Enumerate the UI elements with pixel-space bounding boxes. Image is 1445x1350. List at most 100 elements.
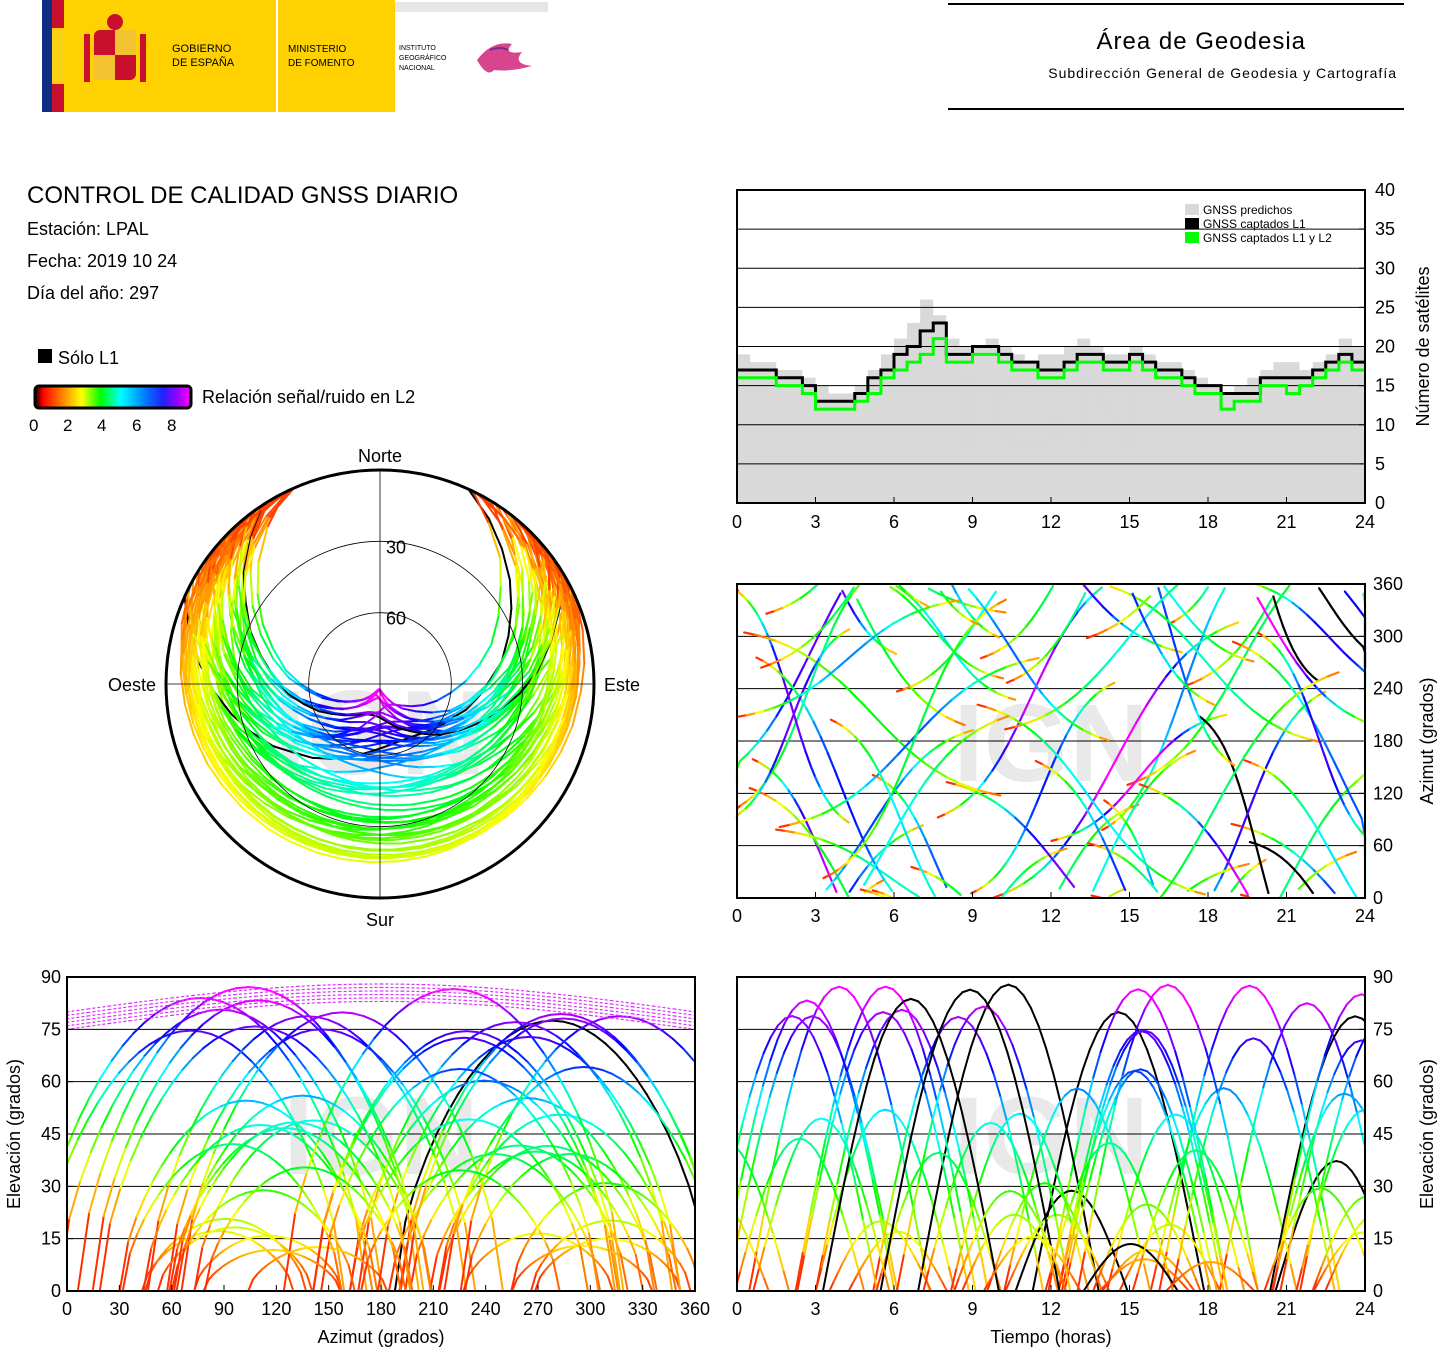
legend-swatch (1185, 218, 1199, 229)
colorbar-tick: 0 (29, 416, 39, 435)
x-tick-label: 15 (1119, 906, 1139, 926)
legend-swatch (1185, 204, 1199, 215)
x-tick-label: 21 (1276, 1299, 1296, 1319)
x-tick-label: 9 (967, 1299, 977, 1319)
azimuth-tracks (735, 582, 1367, 900)
y-tick-label: 240 (1373, 679, 1403, 699)
colorbar-tick: 6 (132, 416, 142, 435)
y-tick-label: 15 (1373, 1229, 1393, 1249)
x-tick-label: 30 (109, 1299, 129, 1319)
y-tick-label: 90 (41, 967, 61, 987)
eu-stars-band (42, 0, 52, 112)
colorbar-tick: 8 (167, 416, 177, 435)
legend-label: GNSS predichos (1203, 203, 1292, 217)
label-ring60: 60 (386, 609, 406, 629)
x-tick-label: 24 (1355, 512, 1375, 532)
snr-colorbar (33, 384, 193, 410)
y-tick-label: 75 (1373, 1019, 1393, 1039)
ministerio-panel (278, 0, 395, 112)
legend-snr-label: Relación señal/ruido en L2 (202, 387, 416, 407)
spanish-flag-red-top (52, 0, 64, 28)
label-west: Oeste (108, 675, 156, 695)
y-tick-label: 10 (1375, 415, 1395, 435)
legend-swatch (1185, 232, 1199, 243)
label-ring30: 30 (386, 537, 406, 557)
x-tick-label: 18 (1198, 1299, 1218, 1319)
y-tick-label: 60 (41, 1072, 61, 1092)
watermark-text: IGN (953, 351, 1149, 474)
y-tick-label: 40 (1375, 180, 1395, 200)
area-header: Área de Geodesia Subdirección General de… (948, 3, 1404, 110)
y-tick-label: 180 (1373, 731, 1403, 751)
watermark-text: IGN (953, 1075, 1149, 1198)
x-tick-label: 360 (680, 1299, 710, 1319)
x-tick-label: 3 (810, 1299, 820, 1319)
x-tick-label: 21 (1276, 906, 1296, 926)
x-tick-label: 3 (810, 512, 820, 532)
y-tick-label: 15 (41, 1229, 61, 1249)
y-axis-label: Elevación (grados) (4, 1059, 24, 1209)
inst-line2: GEOGRÁFICO (399, 53, 447, 62)
predicted-area (737, 299, 1365, 503)
legend-label: GNSS captados L1 (1203, 217, 1306, 231)
ign-bar (395, 2, 548, 12)
x-tick-label: 15 (1119, 512, 1139, 532)
y-tick-label: 0 (51, 1281, 61, 1301)
x-tick-label: 0 (732, 512, 742, 532)
colorbar-tick: 2 (63, 416, 73, 435)
y-tick-label: 45 (1373, 1124, 1393, 1144)
colorbar-tick: 4 (97, 416, 107, 435)
x-tick-label: 12 (1041, 906, 1061, 926)
date-label: Fecha: 2019 10 24 (27, 251, 178, 271)
horizon-circle (164, 468, 596, 900)
series-l1l2-line (737, 337, 1365, 411)
x-tick-label: 18 (1198, 512, 1218, 532)
inst-line1: INSTITUTO (399, 45, 436, 52)
y-tick-label: 0 (1373, 888, 1383, 908)
x-tick-label: 60 (162, 1299, 182, 1319)
y-tick-label: 0 (1373, 1281, 1383, 1301)
x-tick-label: 0 (732, 1299, 742, 1319)
x-tick-label: 21 (1276, 512, 1296, 532)
y-axis-label: Elevación (grados) (1417, 1059, 1437, 1209)
x-tick-label: 12 (1041, 1299, 1061, 1319)
area-subtitle: Subdirección General de Geodesia y Carto… (1048, 65, 1397, 81)
watermark-text: IGN (953, 682, 1149, 805)
cnig-logo-icon (477, 43, 532, 73)
y-tick-label: 5 (1375, 454, 1385, 474)
label-north: Norte (358, 446, 402, 466)
x-axis-label: Azimut (grados) (317, 1327, 444, 1347)
y-tick-label: 300 (1373, 626, 1403, 646)
x-tick-label: 270 (523, 1299, 553, 1319)
y-tick-label: 15 (1375, 376, 1395, 396)
min-line1: MINISTERIO (288, 44, 347, 55)
x-axis-label: Tiempo (horas) (990, 1327, 1111, 1347)
y-tick-label: 0 (1375, 493, 1385, 513)
x-tick-label: 150 (314, 1299, 344, 1319)
label-east: Este (604, 675, 640, 695)
doy-label: Día del año: 297 (27, 283, 160, 303)
x-tick-label: 9 (967, 906, 977, 926)
y-tick-label: 20 (1375, 337, 1395, 357)
y-tick-label: 120 (1373, 783, 1403, 803)
area-title: Área de Geodesia (1097, 28, 1306, 55)
y-axis-label: Azimut (grados) (1417, 677, 1437, 804)
x-tick-label: 120 (261, 1299, 291, 1319)
elev-time-tracks (737, 983, 1365, 1291)
report-title: CONTROL DE CALIDAD GNSS DIARIO (27, 182, 459, 209)
y-axis-label: Número de satélites (1413, 266, 1433, 426)
x-tick-label: 0 (62, 1299, 72, 1319)
y-tick-label: 30 (41, 1176, 61, 1196)
x-tick-label: 18 (1198, 906, 1218, 926)
x-tick-label: 240 (471, 1299, 501, 1319)
y-tick-label: 30 (1375, 258, 1395, 278)
x-tick-label: 15 (1119, 1299, 1139, 1319)
min-line2: DE FOMENTO (288, 58, 355, 69)
x-tick-label: 210 (418, 1299, 448, 1319)
spanish-flag-yellow (52, 28, 64, 84)
x-tick-label: 6 (889, 1299, 899, 1319)
